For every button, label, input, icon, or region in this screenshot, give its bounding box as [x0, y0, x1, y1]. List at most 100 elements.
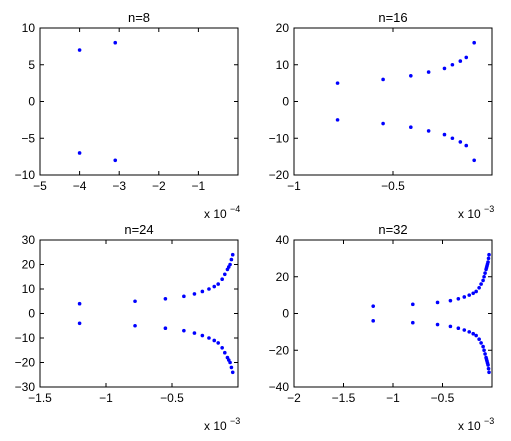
x-tick-label: −0.5: [381, 179, 405, 193]
x-tick-label: −5: [33, 179, 47, 193]
data-point: [371, 304, 376, 308]
x-tick-label: −2: [152, 179, 166, 193]
data-point: [200, 333, 205, 338]
x-tick-label: −0.5: [431, 391, 455, 405]
x-multiplier: x 10 −4: [204, 204, 240, 221]
data-point: [456, 326, 461, 331]
data-point: [448, 324, 453, 329]
data-point: [230, 252, 235, 257]
y-tick-label: −5: [21, 131, 35, 145]
data-point: [458, 140, 463, 144]
chart-title: n=8: [128, 10, 150, 25]
x-multiplier: x 10 −3: [204, 416, 240, 433]
data-point: [481, 278, 485, 283]
data-point: [133, 299, 137, 304]
data-point: [464, 143, 469, 148]
y-tick-label: −10: [15, 331, 36, 345]
data-point: [77, 48, 82, 52]
panel-3: n=24 −1.5 −1 −0.5 −30 −20 −10 0 10 20 30 x 10 −3: [15, 222, 241, 433]
y-tick-label: 10: [22, 21, 36, 35]
x-multiplier-exponent: −3: [230, 416, 240, 426]
data-point: [228, 262, 232, 267]
y-tick-label: −10: [15, 168, 36, 182]
data-point: [182, 328, 186, 333]
x-multiplier-base: x 10: [204, 207, 230, 221]
x-multiplier: x 10 −3: [458, 204, 494, 221]
plot-area: [39, 27, 239, 176]
data-point: [113, 158, 118, 163]
data-point: [472, 40, 476, 45]
data-point: [200, 289, 205, 294]
x-multiplier: x 10 −3: [458, 416, 494, 433]
data-point: [467, 293, 472, 297]
data-point: [482, 274, 486, 279]
plot-area: [293, 27, 493, 176]
data-point: [216, 341, 220, 345]
y-tick-label: 10: [276, 58, 290, 72]
data-point: [335, 118, 340, 122]
data-point: [212, 338, 217, 343]
data-point: [486, 366, 491, 371]
data-point: [381, 121, 385, 126]
data-point: [458, 59, 463, 63]
data-point: [479, 282, 483, 286]
y-tick-label: 0: [28, 95, 35, 109]
data-point: [207, 287, 211, 291]
data-point: [163, 297, 168, 301]
data-point: [462, 295, 467, 299]
y-tick-label: 40: [276, 233, 290, 247]
data-point: [207, 336, 211, 340]
x-tick-label: −1.5: [332, 391, 356, 405]
y-tick-label: −20: [269, 168, 290, 182]
data-point: [483, 352, 487, 356]
data-point: [409, 125, 413, 130]
x-multiplier-exponent: −4: [230, 204, 240, 214]
x-multiplier-base: x 10: [458, 207, 484, 221]
plot-area: [39, 239, 239, 388]
y-tick-label: 0: [282, 95, 289, 109]
panel-4: n=32 −2 −1.5 −1 −0.5 −40 −20 0 20 40 x 10 −3: [269, 222, 495, 433]
data-point: [220, 346, 224, 350]
data-point: [487, 252, 491, 257]
data-point: [472, 158, 476, 163]
data-point: [486, 260, 490, 264]
x-tick-label: −1: [386, 391, 400, 405]
chart-title: n=32: [378, 222, 407, 237]
x-tick-label: −2: [287, 391, 301, 405]
data-point: [212, 284, 217, 289]
data-point: [220, 277, 224, 282]
x-tick-label: −1: [287, 179, 301, 193]
data-point: [442, 66, 447, 71]
data-point: [163, 326, 168, 331]
data-point: [77, 321, 82, 326]
data-point: [113, 40, 118, 45]
data-point: [230, 370, 235, 375]
data-point: [223, 350, 227, 355]
data-point: [456, 297, 461, 301]
data-point: [411, 320, 415, 325]
data-point: [409, 73, 413, 78]
y-tick-label: 30: [22, 233, 36, 247]
y-tick-label: 0: [28, 307, 35, 321]
data-point: [477, 337, 481, 342]
data-point: [426, 70, 431, 74]
data-point: [442, 132, 447, 137]
y-tick-label: 20: [22, 258, 36, 272]
data-point: [229, 365, 234, 370]
y-tick-label: 5: [28, 58, 35, 72]
y-tick-label: −20: [269, 343, 290, 357]
data-point: [381, 77, 385, 82]
x-multiplier-exponent: −3: [484, 416, 494, 426]
data-point: [486, 256, 491, 261]
data-point: [479, 341, 483, 345]
chart-title: n=16: [378, 10, 407, 25]
data-point: [450, 136, 455, 141]
data-point: [223, 272, 227, 277]
data-point: [471, 291, 475, 296]
y-tick-label: 20: [276, 21, 290, 35]
x-tick-label: −1.5: [28, 391, 52, 405]
data-point: [448, 298, 453, 303]
data-point: [228, 360, 232, 365]
data-point: [481, 344, 485, 349]
data-point: [483, 271, 487, 275]
